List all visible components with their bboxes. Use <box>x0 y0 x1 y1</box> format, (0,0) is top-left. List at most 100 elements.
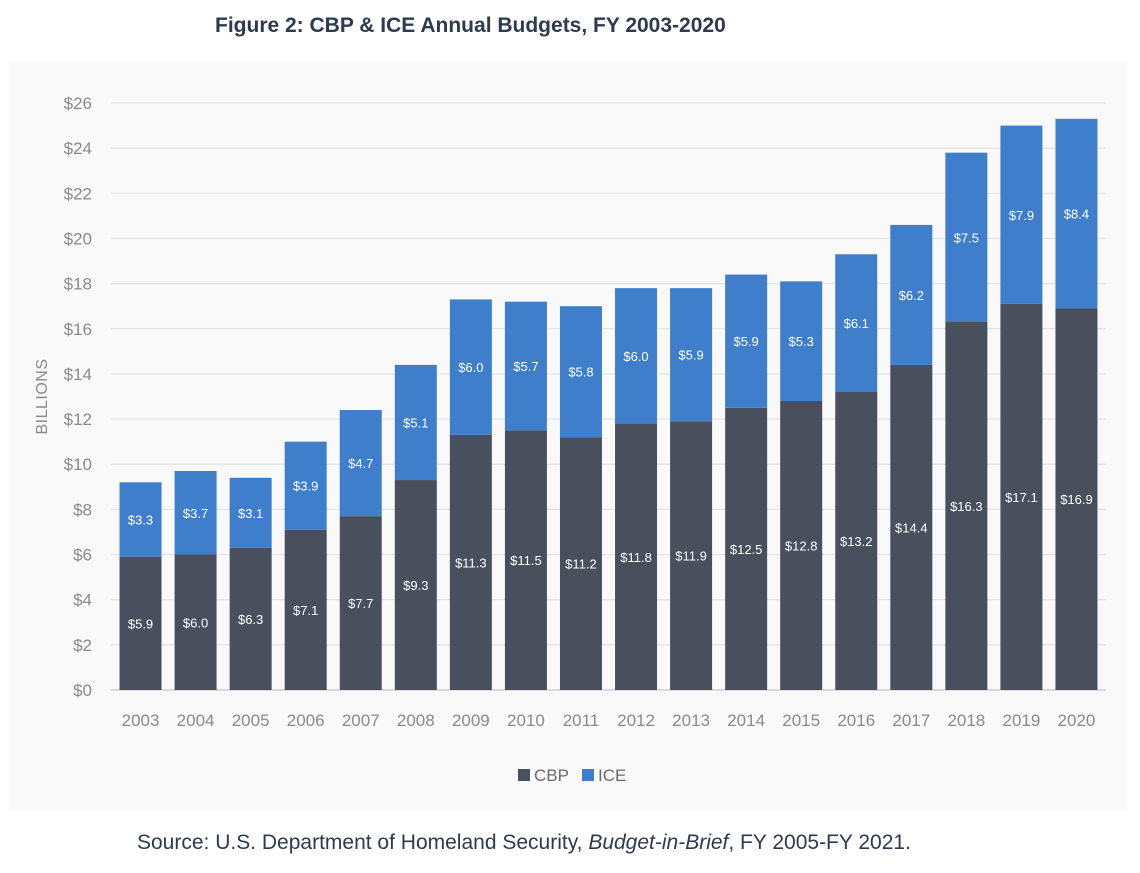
x-tick-label-2019: 2019 <box>1003 711 1041 730</box>
bar-cbp-2019 <box>1000 303 1043 690</box>
bar-ice-2013 <box>670 288 713 422</box>
bar-label-ice-2013: $5.9 <box>678 348 703 363</box>
y-axis-label: BILLIONS <box>34 358 51 434</box>
y-tick-label: $24 <box>64 139 92 158</box>
x-tick-label-2015: 2015 <box>782 711 820 730</box>
bar-ice-2005 <box>229 477 272 548</box>
legend-item-ice: ICE <box>582 766 626 785</box>
x-tick-label-2011: 2011 <box>563 711 600 730</box>
bar-cbp-2015 <box>780 401 823 690</box>
y-tick-label: $20 <box>64 229 92 248</box>
bar-label-ice-2012: $6.0 <box>623 349 648 364</box>
x-tick-label-2006: 2006 <box>287 711 325 730</box>
bar-ice-2008 <box>394 364 437 481</box>
bar-ice-2020 <box>1055 118 1098 309</box>
legend-label-ice: ICE <box>598 766 626 785</box>
bar-label-cbp-2020: $16.9 <box>1060 492 1093 507</box>
y-tick-label: $14 <box>64 365 92 384</box>
bar-cbp-2003 <box>119 556 162 690</box>
bar-cbp-2018 <box>945 322 988 690</box>
bar-label-cbp-2012: $11.8 <box>620 550 652 565</box>
bar-label-cbp-2009: $11.3 <box>455 555 487 570</box>
bar-cbp-2006 <box>284 529 327 690</box>
x-tick-label-2008: 2008 <box>397 711 435 730</box>
bar-label-cbp-2018: $16.3 <box>950 499 983 514</box>
bar-label-ice-2017: $6.2 <box>899 288 924 303</box>
x-tick-label-2014: 2014 <box>727 711 765 730</box>
bar-ice-2017 <box>890 224 933 365</box>
bar-label-ice-2014: $5.9 <box>733 334 758 349</box>
bar-ice-2016 <box>835 254 878 392</box>
bar-cbp-2014 <box>725 407 768 690</box>
x-tick-label-2007: 2007 <box>342 711 380 730</box>
x-tick-label-2009: 2009 <box>452 711 490 730</box>
y-tick-label: $22 <box>64 184 92 203</box>
legend-item-cbp: CBP <box>518 766 569 785</box>
bar-label-cbp-2008: $9.3 <box>403 578 428 593</box>
y-tick-label: $26 <box>64 94 92 113</box>
bar-cbp-2016 <box>835 391 878 690</box>
x-tick-label-2013: 2013 <box>672 711 710 730</box>
y-tick-label: $8 <box>73 500 92 519</box>
x-tick-label-2004: 2004 <box>177 711 215 730</box>
bar-cbp-2013 <box>670 421 713 690</box>
source-publication-title: Budget-in-Brief <box>588 831 729 854</box>
bar-label-cbp-2006: $7.1 <box>293 603 318 618</box>
bar-label-ice-2020: $8.4 <box>1064 207 1089 222</box>
chart-panel: $0 $2 $4 $6 $8 $10 $12 $14 $16 $18 $20 $22 $24 $26 BI… <box>10 62 1126 810</box>
bar-cbp-2020 <box>1055 308 1098 690</box>
bar-label-ice-2010: $5.7 <box>513 359 538 374</box>
bar-ice-2007 <box>339 410 382 517</box>
bar-ice-2009 <box>449 299 492 435</box>
bar-ice-2004 <box>174 471 217 555</box>
y-tick-label: $2 <box>73 636 92 655</box>
bar-cbp-2004 <box>174 554 217 690</box>
legend-swatch-ice <box>582 769 594 781</box>
x-tick-label-2003: 2003 <box>122 711 160 730</box>
bar-label-ice-2015: $5.3 <box>789 334 814 349</box>
bar-label-ice-2007: $4.7 <box>348 456 373 471</box>
bar-label-ice-2016: $6.1 <box>844 316 869 331</box>
bar-ice-2010 <box>504 301 547 431</box>
bar-label-ice-2003: $3.3 <box>128 513 153 528</box>
source-prefix: Source: U.S. Department of Homeland Secu… <box>137 831 589 854</box>
y-tick-label: $0 <box>73 681 92 700</box>
bar-label-ice-2006: $3.9 <box>293 479 318 494</box>
bar-cbp-2009 <box>449 434 492 690</box>
bars <box>119 118 1098 690</box>
x-tick-label-2012: 2012 <box>617 711 655 730</box>
bar-label-cbp-2011: $11.2 <box>565 557 597 572</box>
bar-label-ice-2009: $6.0 <box>458 360 483 375</box>
figure-title: Figure 2: CBP & ICE Annual Budgets, FY 2… <box>215 14 726 37</box>
bar-cbp-2007 <box>339 516 382 690</box>
bar-label-ice-2004: $3.7 <box>183 506 208 521</box>
grid-lines <box>111 102 1106 691</box>
bar-cbp-2012 <box>615 423 658 690</box>
bar-label-ice-2005: $3.1 <box>238 506 263 521</box>
bar-ice-2006 <box>284 441 327 530</box>
x-tick-label-2017: 2017 <box>892 711 930 730</box>
x-tick-label-2005: 2005 <box>232 711 270 730</box>
bar-label-cbp-2014: $12.5 <box>730 542 763 557</box>
legend-swatch-cbp <box>518 769 530 781</box>
bar-label-ice-2019: $7.9 <box>1009 208 1034 223</box>
bar-label-cbp-2017: $14.4 <box>895 520 928 535</box>
bar-ice-2014 <box>725 274 768 408</box>
bar-label-cbp-2019: $17.1 <box>1005 490 1038 505</box>
x-tick-label-2020: 2020 <box>1058 711 1096 730</box>
bar-label-cbp-2015: $12.8 <box>785 539 818 554</box>
bar-label-cbp-2013: $11.9 <box>675 549 707 564</box>
y-tick-label: $6 <box>73 546 92 565</box>
bar-label-ice-2008: $5.1 <box>403 415 428 430</box>
bar-ice-2015 <box>780 281 823 402</box>
bar-label-cbp-2007: $7.7 <box>348 596 373 611</box>
y-tick-label: $4 <box>73 591 92 610</box>
bar-ice-2012 <box>615 288 658 424</box>
y-tick-label: $18 <box>64 275 92 294</box>
bar-ice-2011 <box>559 306 602 438</box>
bar-label-cbp-2005: $6.3 <box>238 612 263 627</box>
bar-cbp-2005 <box>229 547 272 690</box>
y-tick-label: $10 <box>64 455 92 474</box>
bar-label-cbp-2016: $13.2 <box>840 534 873 549</box>
bar-label-cbp-2010: $11.5 <box>510 553 542 568</box>
